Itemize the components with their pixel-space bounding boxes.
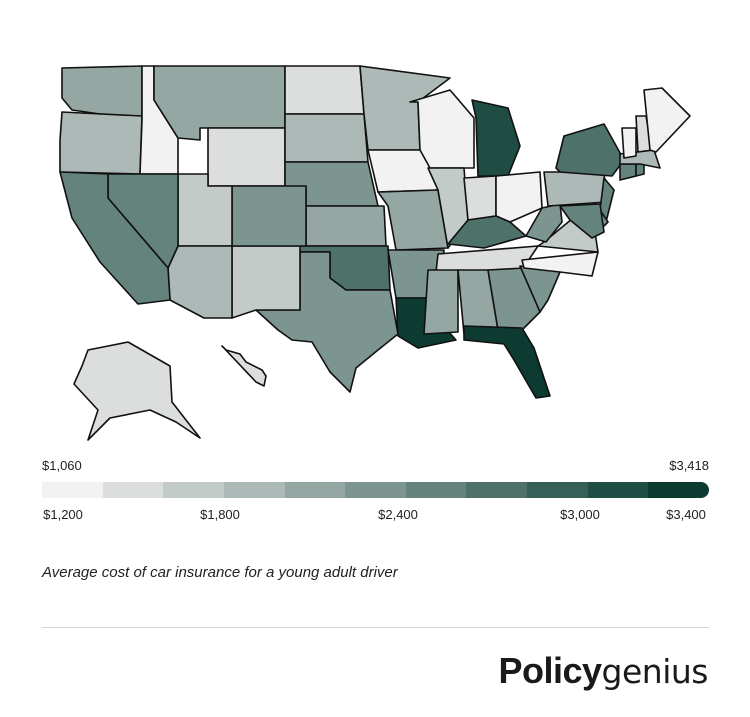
state-co	[231, 185, 307, 247]
legend-tick: $3,000	[560, 507, 600, 522]
state-ks	[305, 205, 387, 247]
legend-bin-2	[163, 482, 224, 498]
legend-bin-8	[527, 482, 588, 498]
legend-tick: $2,400	[378, 507, 418, 522]
state-az	[167, 245, 233, 319]
state-ms	[423, 269, 459, 335]
state-wa	[61, 65, 143, 119]
legend-bin-6	[405, 482, 467, 498]
state-md	[559, 203, 605, 239]
state-or	[59, 111, 143, 175]
state-ri	[635, 163, 645, 177]
legend-tick: $1,800	[200, 507, 240, 522]
state-ky	[447, 215, 527, 249]
state-vt	[621, 127, 637, 159]
legend-max-label: $3,418	[669, 458, 709, 473]
legend-color-scale	[42, 482, 709, 498]
state-in	[463, 175, 497, 221]
legend-bin-3	[223, 482, 285, 498]
divider	[42, 627, 709, 628]
state-oh	[495, 171, 543, 223]
map-caption: Average cost of car insurance for a youn…	[42, 564, 398, 581]
legend-tick: $3,400	[666, 507, 706, 522]
legend-bin-9	[587, 482, 649, 498]
policygenius-logo: Policygenius	[498, 650, 708, 691]
state-nm	[231, 245, 301, 319]
legend-bin-5	[345, 482, 406, 498]
state-tx	[255, 251, 399, 393]
legend-bin-0	[42, 482, 103, 498]
legend-bin-1	[102, 482, 164, 498]
legend-tick: $1,200	[43, 507, 83, 522]
state-ny	[555, 123, 625, 177]
state-hi	[221, 345, 267, 387]
state-me	[643, 87, 691, 153]
state-wy	[207, 127, 286, 187]
legend-min-label: $1,060	[42, 458, 82, 473]
legend-bin-4	[284, 482, 346, 498]
state-nd	[284, 65, 365, 115]
state-ak	[73, 341, 201, 441]
state-nc	[521, 251, 599, 277]
legend-bin-10	[648, 482, 709, 498]
state-ca	[59, 171, 171, 305]
state-mo	[377, 189, 449, 251]
legend-bin-7	[466, 482, 528, 498]
state-sd	[284, 113, 369, 163]
state-ct	[619, 163, 637, 181]
state-wv	[525, 203, 563, 243]
state-mi	[471, 99, 521, 177]
us-choropleth-map	[59, 65, 691, 441]
state-pa	[543, 171, 607, 207]
state-fl	[463, 325, 551, 399]
